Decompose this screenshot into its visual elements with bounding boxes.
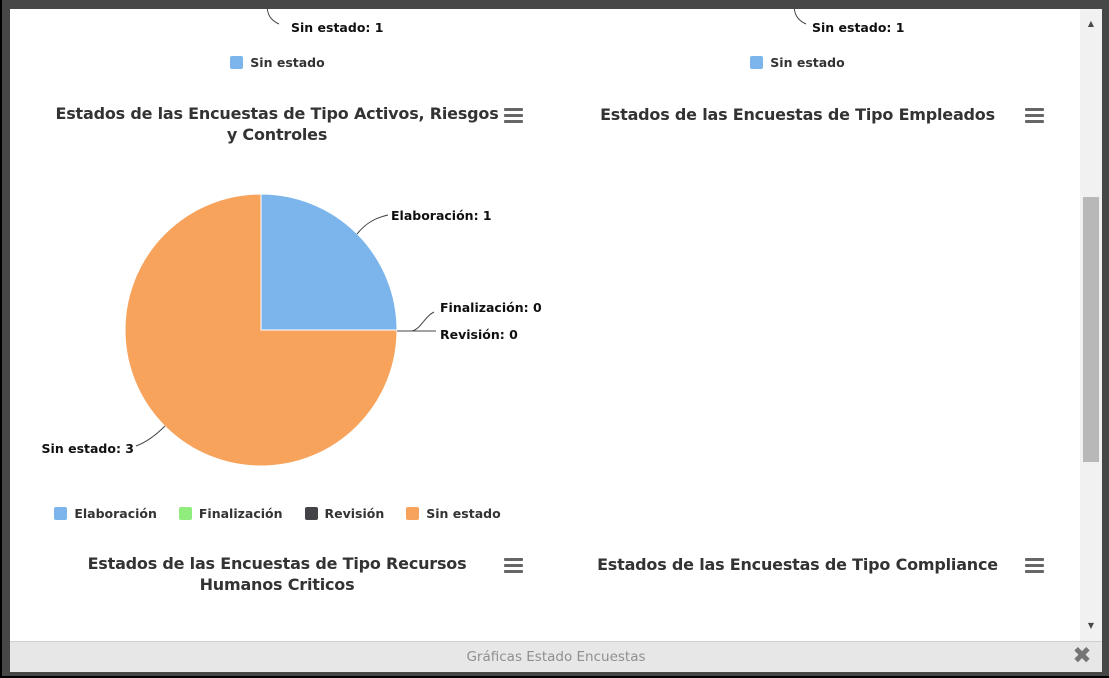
chart-title-activos: Estados de las Encuestas de Tipo Activos…: [42, 103, 512, 145]
legend-label: Sin estado: [770, 55, 845, 70]
data-label-sin-estado: Sin estado: 3: [41, 441, 134, 456]
dialog-title: Gráficas Estado Encuestas: [466, 649, 646, 665]
data-label-finalizacion: Finalización: 0: [440, 300, 542, 315]
hamburger-menu-icon-recursos[interactable]: [504, 558, 523, 573]
legend-item-revision[interactable]: Revisión: [304, 506, 385, 521]
legend-label: Revisión: [324, 506, 385, 521]
data-label-elaboracion: Elaboración: 1: [391, 208, 492, 223]
vertical-scrollbar[interactable]: ▲ ▼: [1080, 9, 1102, 641]
chart-title-activos-line1: Estados de las Encuestas de Tipo Activos…: [55, 104, 499, 123]
partial-right-data-label: Sin estado: 1: [812, 20, 905, 35]
scroll-up-icon[interactable]: ▲: [1087, 19, 1095, 28]
legend-item-sin-estado[interactable]: Sin estado: [750, 55, 845, 70]
scrollbar-thumb[interactable]: [1083, 197, 1099, 462]
connector-finalizacion: [411, 311, 435, 332]
scroll-down-icon[interactable]: ▼: [1087, 621, 1095, 630]
close-icon[interactable]: ✖: [1072, 643, 1092, 669]
chart-title-recursos-line1: Estados de las Encuestas de Tipo Recurso…: [87, 554, 467, 573]
legend-label: Sin estado: [250, 55, 325, 70]
legend-item-elaboracion[interactable]: Elaboración: [54, 506, 157, 521]
legend-activos: Elaboración Finalización Revisión Sin es…: [10, 506, 545, 521]
legend-swatch-sin-estado: [750, 56, 764, 69]
hamburger-menu-icon-activos[interactable]: [504, 108, 523, 123]
legend-label: Elaboración: [74, 506, 157, 521]
partial-left-data-label: Sin estado: 1: [291, 20, 384, 35]
partial-left-legend: Sin estado: [10, 55, 545, 70]
dialog-footer: Gráficas Estado Encuestas: [10, 641, 1102, 672]
pie-chart-activos: [124, 193, 436, 467]
legend-swatch-revision: [304, 507, 318, 520]
connector-elaboracion: [356, 214, 389, 235]
legend-swatch-finalizacion: [178, 507, 192, 520]
chart-title-recursos-line2: Humanos Criticos: [199, 575, 355, 594]
hamburger-menu-icon-compliance[interactable]: [1025, 558, 1044, 573]
hamburger-menu-icon-empleados[interactable]: [1025, 108, 1044, 123]
partial-left-connector: [266, 4, 280, 25]
chart-title-compliance: Estados de las Encuestas de Tipo Complia…: [597, 555, 998, 574]
legend-item-sin-estado[interactable]: Sin estado: [406, 506, 501, 521]
partial-right-connector: [793, 4, 807, 25]
legend-label: Sin estado: [426, 506, 501, 521]
pie-slice-Elaboración[interactable]: [260, 193, 398, 331]
partial-right-legend: Sin estado: [545, 55, 1050, 70]
legend-swatch-elaboracion: [54, 507, 68, 520]
chart-title-recursos: Estados de las Encuestas de Tipo Recurso…: [67, 553, 487, 595]
legend-label: Finalización: [198, 506, 283, 521]
legend-swatch-sin-estado: [406, 507, 420, 520]
chart-title-activos-line2: y Controles: [226, 125, 328, 144]
legend-swatch-sin-estado: [230, 56, 244, 69]
connector-sin-estado: [135, 425, 166, 447]
legend-item-sin-estado[interactable]: Sin estado: [230, 55, 325, 70]
pie-slices: [124, 193, 398, 467]
legend-item-finalizacion[interactable]: Finalización: [178, 506, 283, 521]
data-label-revision: Revisión: 0: [440, 327, 518, 342]
chart-title-empleados: Estados de las Encuestas de Tipo Emplead…: [600, 105, 995, 124]
